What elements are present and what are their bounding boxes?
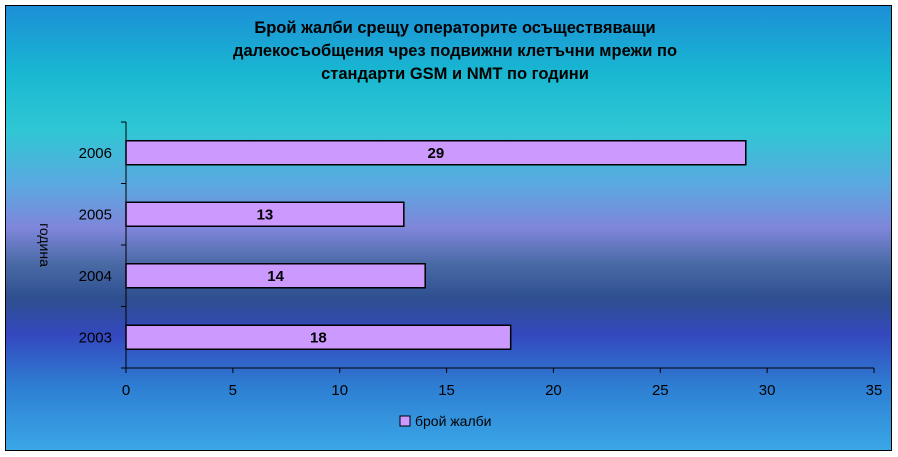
legend: брой жалби <box>399 413 491 429</box>
plot-area: 0 5 10 15 20 25 30 35 2006 29 2005 13 2004 14 2003 18 <box>79 121 883 399</box>
chart-title-line-1: Брой жалби срещу операторите осъществява… <box>254 19 655 37</box>
bar <box>125 140 747 166</box>
y-tick-label: 2005 <box>79 206 112 223</box>
y-tick-label: 2006 <box>79 145 112 162</box>
data-label: 18 <box>310 329 327 346</box>
x-tick-label: 0 <box>122 382 130 399</box>
bar <box>125 324 512 350</box>
data-label: 29 <box>428 145 445 162</box>
y-axis-title: година <box>37 223 53 267</box>
x-tick-label: 20 <box>545 382 562 399</box>
x-tick-label: 35 <box>866 382 883 399</box>
chart-title-line-2: далекосъобщения чрез подвижни клетъчни м… <box>233 42 677 60</box>
data-label: 13 <box>257 206 274 223</box>
data-label: 14 <box>267 268 284 285</box>
chart-title-line-3: стандарти GSM и NMT по години <box>321 65 589 83</box>
x-tick-label: 5 <box>229 382 237 399</box>
legend-label: брой жалби <box>415 413 491 429</box>
x-tick-label: 25 <box>652 382 669 399</box>
chart-frame <box>5 5 892 451</box>
bar <box>125 263 426 289</box>
y-tick-label: 2004 <box>79 268 112 285</box>
x-tick-label: 30 <box>759 382 776 399</box>
bar <box>125 201 405 227</box>
legend-swatch <box>399 415 411 427</box>
x-tick-label: 10 <box>331 382 348 399</box>
y-tick-label: 2003 <box>79 329 112 346</box>
x-tick-label: 15 <box>438 382 455 399</box>
